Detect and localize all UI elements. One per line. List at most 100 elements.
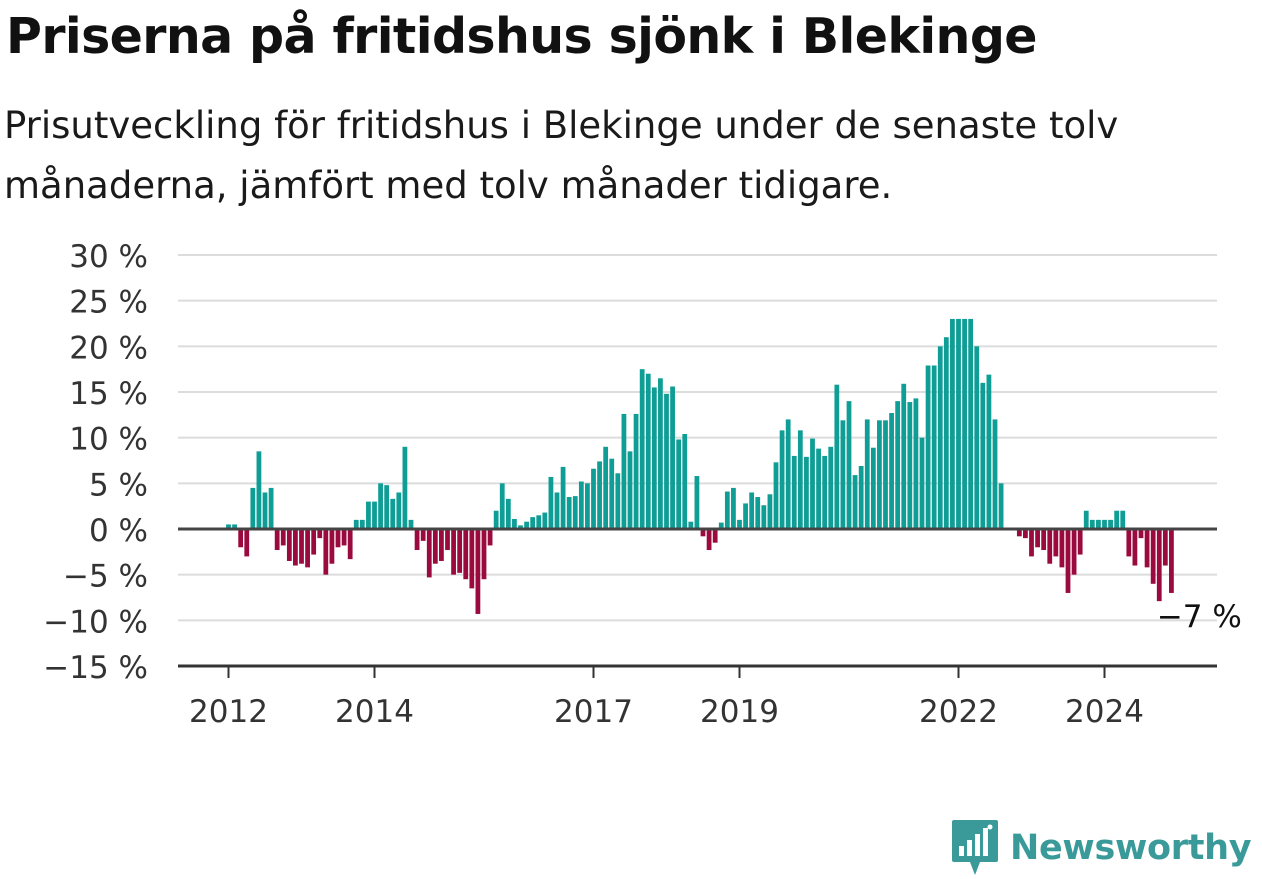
y-tick-label: 25 % <box>69 285 148 321</box>
bar <box>1156 529 1162 602</box>
bar <box>439 529 444 561</box>
bar <box>937 346 943 529</box>
bar <box>250 487 256 529</box>
bar <box>761 505 767 529</box>
bar <box>767 494 773 529</box>
bar <box>432 529 438 564</box>
bar <box>238 529 244 548</box>
bar <box>822 455 828 529</box>
bar <box>1108 519 1113 529</box>
bar <box>274 529 280 551</box>
bar <box>712 529 718 543</box>
bar <box>1023 529 1028 539</box>
bar <box>1089 519 1095 529</box>
bar <box>475 529 481 614</box>
bar <box>889 413 894 529</box>
bar <box>408 519 414 529</box>
bar <box>664 393 669 529</box>
bar <box>1162 529 1168 566</box>
bar <box>877 420 882 529</box>
bar <box>858 465 864 529</box>
bar <box>658 378 663 529</box>
bar <box>591 468 596 529</box>
bar <box>773 462 779 529</box>
brand-logo: Newsworthy <box>950 818 1252 878</box>
bar <box>451 529 456 575</box>
x-tick-label: 2024 <box>1065 694 1144 730</box>
bar <box>445 529 450 551</box>
bar <box>682 434 688 529</box>
bar <box>536 515 542 529</box>
bar <box>980 382 986 529</box>
bar <box>487 529 493 546</box>
bar <box>791 455 797 529</box>
bar <box>1059 529 1065 568</box>
bar <box>1120 510 1126 529</box>
bar <box>578 481 584 529</box>
bar <box>505 498 511 529</box>
bar <box>384 485 390 529</box>
bar <box>743 503 748 529</box>
bar <box>353 519 359 529</box>
bar <box>846 401 852 529</box>
bar <box>1102 519 1107 529</box>
bar <box>317 529 323 539</box>
y-tick-label: 0 % <box>89 513 148 549</box>
bar <box>895 401 901 529</box>
bar <box>737 519 742 529</box>
bar <box>359 519 365 529</box>
bar <box>396 492 402 529</box>
bar <box>1126 529 1132 557</box>
bar <box>414 529 420 551</box>
bar <box>670 386 675 529</box>
chart-subtitle: Prisutveckling för fritidshus i Blekinge… <box>4 104 1119 207</box>
bar <box>950 318 955 529</box>
bar <box>1096 519 1101 529</box>
bar <box>481 529 487 580</box>
bar <box>1144 529 1150 568</box>
bar <box>907 402 913 529</box>
bar <box>268 487 274 529</box>
bar <box>749 492 755 529</box>
bar <box>280 529 286 546</box>
bar <box>1029 529 1034 557</box>
bar <box>499 483 505 529</box>
bar <box>378 483 383 529</box>
bar <box>700 529 706 537</box>
bar <box>299 529 304 564</box>
x-tick-label: 2012 <box>189 694 268 730</box>
newsworthy-logo-icon <box>952 820 998 875</box>
bar <box>530 517 536 529</box>
y-tick-label: −15 % <box>43 650 148 686</box>
bar <box>1053 529 1059 557</box>
bar <box>390 498 396 529</box>
bar <box>724 491 730 529</box>
bar <box>931 365 937 529</box>
bar <box>731 487 736 529</box>
bar <box>718 522 724 529</box>
bar <box>554 492 560 529</box>
last-value-annotation: −7 % <box>1157 599 1242 635</box>
bar <box>974 346 980 529</box>
bar <box>621 413 627 529</box>
bar <box>852 475 858 529</box>
bar <box>366 501 371 529</box>
bar <box>779 430 785 529</box>
bar <box>566 497 572 529</box>
bar <box>962 318 967 529</box>
bar <box>1169 529 1174 593</box>
bar <box>256 451 262 529</box>
bar <box>956 318 961 529</box>
bar <box>1041 529 1047 551</box>
bar <box>639 369 645 529</box>
bar <box>694 476 700 529</box>
bar <box>548 476 554 529</box>
bar <box>925 365 931 529</box>
bar <box>603 446 609 529</box>
bar <box>651 387 657 529</box>
bar <box>226 524 231 529</box>
bar <box>341 529 347 546</box>
y-tick-label: 15 % <box>69 376 148 412</box>
bar <box>323 529 329 575</box>
bar <box>311 529 317 555</box>
